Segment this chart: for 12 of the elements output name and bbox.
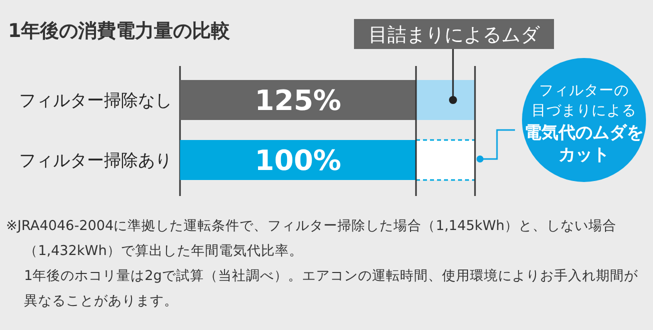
chart-title: 1年後の消費電力量の比較 xyxy=(8,20,232,42)
y-tick-label: フィルター掃除あり xyxy=(19,151,172,171)
text: ※JRA4046-2004に準拠した運転条件で、フィルター掃除した場合（1,145kWh）と、しない場合（1,432kWh）で算出した年間電気代比率。 xyxy=(6,217,618,261)
text: 目づまりによる xyxy=(532,103,636,119)
y-tick-label: フィルター掃除なし xyxy=(19,91,172,111)
data-label: 125% xyxy=(254,84,342,117)
text: 1年後のホコリ量は2gで試算（当社調べ）。エアコンの運転時間、使用環境によりお手入れ期間が異なることがあります。 xyxy=(23,267,639,311)
text: 目詰まりによるムダ xyxy=(368,24,540,46)
text: 電気代のムダを xyxy=(524,123,644,143)
text: フィルターの xyxy=(539,83,629,99)
text: カット xyxy=(558,145,610,165)
data-label: 100% xyxy=(254,144,342,177)
